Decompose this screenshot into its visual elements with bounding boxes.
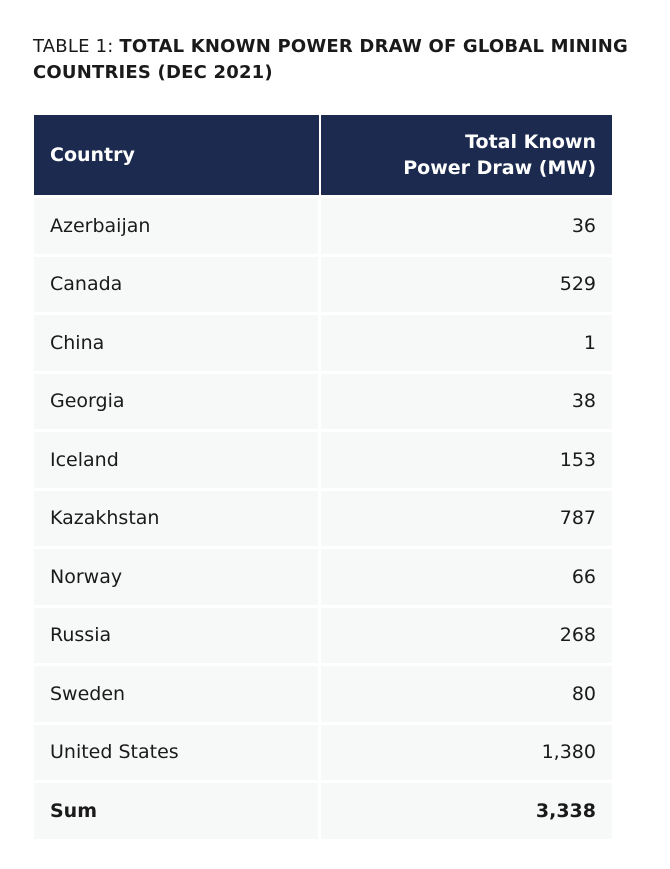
table-row: Georgia 38 (34, 370, 612, 429)
cell-power-draw: 66 (571, 565, 596, 588)
table-header: Country Total Known Power Draw (MW) (34, 115, 612, 195)
power-draw-table: Country Total Known Power Draw (MW) Azer… (34, 115, 612, 839)
table-row: Norway 66 (34, 546, 612, 605)
cell-power-draw: 36 (571, 214, 596, 237)
cell-power-draw: 787 (559, 507, 596, 530)
cell-power-draw: 1,380 (541, 741, 596, 764)
cell-country: Norway (34, 549, 321, 605)
cell-power-draw: 153 (559, 448, 596, 471)
cell-country: Canada (34, 256, 321, 312)
cell-country: Georgia (34, 373, 321, 429)
cell-country: Sweden (34, 666, 321, 722)
table-caption-number: TABLE 1: (33, 36, 120, 57)
cell-power-draw: 1 (583, 331, 596, 354)
table-caption-title: TOTAL KNOWN POWER DRAW OF GLOBAL MINING … (33, 36, 629, 83)
column-header-power-draw-line2: Power Draw (MW) (403, 157, 596, 179)
cell-power-draw: 268 (559, 624, 596, 647)
column-header-power-draw: Total Known Power Draw (MW) (321, 115, 612, 195)
table-sum-row: Sum 3,338 (34, 780, 612, 839)
column-header-power-draw-line1: Total Known (465, 131, 596, 153)
table-row: United States 1,380 (34, 721, 612, 780)
column-header-country: Country (34, 115, 321, 195)
cell-power-draw: 38 (571, 390, 596, 413)
column-header-country-label: Country (50, 144, 135, 166)
cell-country: Iceland (34, 432, 321, 488)
cell-power-draw: 80 (571, 682, 596, 705)
table-caption: TABLE 1: TOTAL KNOWN POWER DRAW OF GLOBA… (33, 34, 633, 86)
cell-country: Russia (34, 607, 321, 663)
cell-sum-value: 3,338 (535, 799, 596, 822)
cell-country: Azerbaijan (34, 198, 321, 254)
cell-country: United States (34, 724, 321, 780)
table-row: China 1 (34, 312, 612, 371)
cell-country: Kazakhstan (34, 490, 321, 546)
table-row: Kazakhstan 787 (34, 487, 612, 546)
table-row: Sweden 80 (34, 663, 612, 722)
table-row: Canada 529 (34, 253, 612, 312)
table-row: Azerbaijan 36 (34, 195, 612, 254)
table-body: Azerbaijan 36 Canada 529 China 1 Georgia… (34, 195, 612, 839)
cell-country: China (34, 315, 321, 371)
column-header-power-draw-label: Total Known Power Draw (MW) (403, 129, 596, 181)
table-row: Russia 268 (34, 604, 612, 663)
cell-power-draw: 529 (559, 273, 596, 296)
table-row: Iceland 153 (34, 429, 612, 488)
cell-sum-label: Sum (34, 783, 321, 839)
